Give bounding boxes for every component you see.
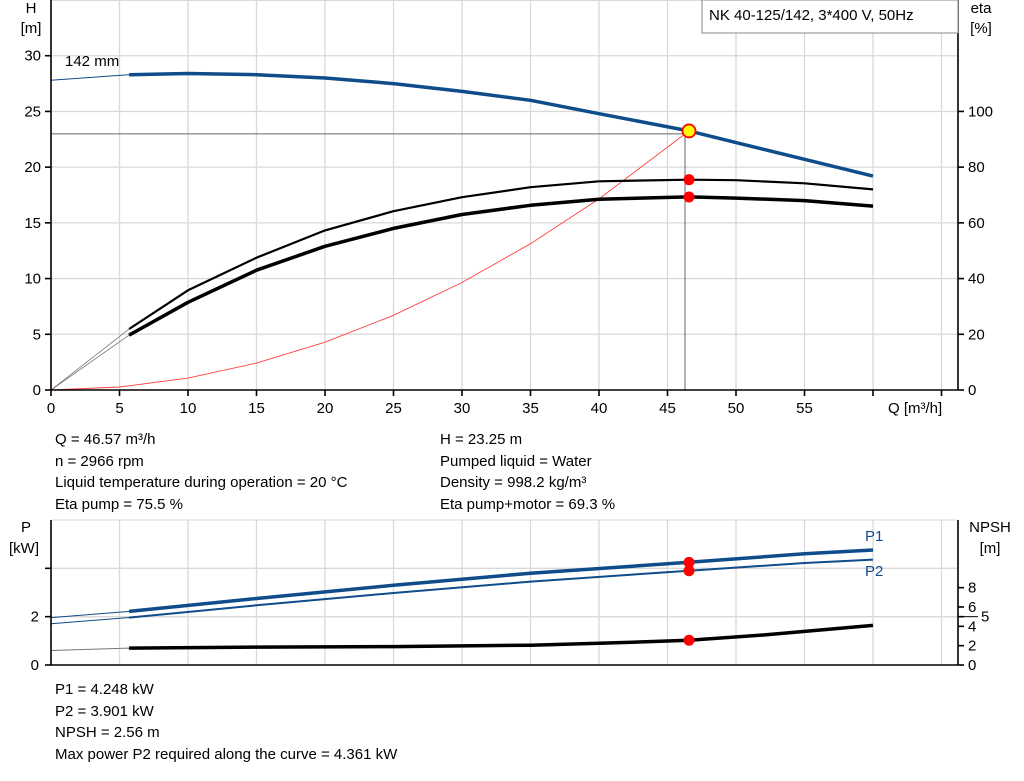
h-tick-label: 10 (24, 271, 41, 288)
eta-tick-label: 60 (968, 215, 985, 232)
p1-curve-extrapolated (50, 610, 130, 619)
npsh-tick-label: 5 (981, 609, 989, 626)
npsh-axis-unit: [m] (980, 540, 1001, 557)
npsh-tick-label: 2 (968, 638, 976, 655)
bottom-grid (51, 519, 958, 665)
p-tick-label: 0 (31, 657, 39, 674)
eta-tick-label: 100 (968, 103, 993, 120)
eta-pump-marker (683, 174, 695, 186)
h-tick-label: 15 (24, 215, 41, 232)
x-tick-label: 30 (454, 400, 471, 417)
npsh-marker (683, 634, 695, 646)
eta-tick-label: 80 (968, 159, 985, 176)
npsh-curve (129, 623, 874, 650)
h-tick-label: 25 (24, 103, 41, 120)
p2-value: P2 = 3.901 kW (55, 702, 154, 720)
npsh-tick-label: 0 (968, 657, 976, 674)
impeller-label: 142 mm (65, 53, 119, 70)
p2-curve (129, 558, 874, 619)
head-value: H = 23.25 m (440, 431, 523, 448)
x-tick-label: 35 (522, 400, 539, 417)
npsh-tick-label: 8 (968, 580, 976, 597)
npsh-tick-label: 4 (968, 618, 976, 635)
p2-marker (683, 565, 695, 577)
p1-marker (683, 556, 695, 568)
p-tick-label: 2 (31, 609, 39, 626)
speed-value: n = 2966 rpm (55, 452, 144, 470)
bottom-curves (50, 548, 874, 651)
h-axis-label: H (26, 0, 37, 17)
npsh-axis-label: NPSH (969, 519, 1011, 536)
npsh-value: NPSH = 2.56 m (55, 724, 160, 741)
eta-pump-curve (128, 178, 874, 330)
eta-pump-value: Eta pump = 75.5 % (55, 495, 183, 513)
x-tick-label: 55 (796, 400, 813, 417)
info-top-left: Q = 46.57 m³/h n = 2966 rpm Liquid tempe… (55, 429, 347, 515)
info-top-right: H = 23.25 m Pumped liquid = Water Densit… (440, 429, 615, 515)
h-tick-label: 0 (33, 382, 41, 399)
liquid-temperature-value: Liquid temperature during operation = 20… (55, 474, 348, 491)
npsh-curve-extrapolated (50, 647, 130, 651)
top-grid (51, 0, 958, 390)
title-box (701, 0, 959, 34)
x-tick-label: 10 (180, 400, 197, 417)
density-value: Density = 998.2 kg/m³ (440, 474, 587, 491)
head-curve (129, 71, 874, 178)
h-tick-label: 5 (33, 326, 41, 343)
x-tick-label: 40 (591, 400, 608, 417)
x-tick-label: 25 (385, 400, 402, 417)
q-axis-label: Q [m³/h] (888, 400, 942, 417)
x-tick-label: 0 (47, 400, 55, 417)
max-power-value: Max power P2 required along the curve = … (55, 745, 398, 763)
p-axis-label: P (21, 519, 31, 536)
eta-axis-label: eta (971, 0, 993, 17)
top-curves (50, 71, 874, 391)
p1-value: P1 = 4.248 kW (55, 681, 154, 698)
labels: NK 40-125/142, 3*400 V, 50Hz H [m] eta [… (9, 0, 1011, 580)
x-tick-label: 50 (728, 400, 745, 417)
eta-tick-label: 40 (968, 271, 985, 288)
eta-tick-label: 20 (968, 326, 985, 343)
x-tick-label: 20 (317, 400, 334, 417)
p-axis-unit: [kW] (9, 540, 39, 557)
flow-value: Q = 46.57 m³/h (55, 431, 156, 448)
eta-pump-motor-curve (128, 195, 874, 337)
x-tick-label: 15 (248, 400, 265, 417)
h-axis-unit: [m] (21, 20, 42, 37)
info-bottom: P1 = 4.248 kW P2 = 3.901 kW NPSH = 2.56 … (55, 679, 397, 765)
eta-pump-motor-value: Eta pump+motor = 69.3 % (440, 495, 616, 513)
p2-series-label: P2 (865, 563, 883, 580)
x-tick-label: 5 (115, 400, 123, 417)
eta-pump-motor-curve-extrapolated (50, 334, 130, 391)
p2-curve-extrapolated (50, 617, 130, 625)
head-curve-extrapolated (50, 74, 130, 81)
h-tick-label: 20 (24, 159, 41, 176)
npsh-tick-label: 6 (968, 599, 976, 616)
operating-point-markers (681, 123, 697, 646)
eta-pump-curve-extrapolated (50, 328, 130, 391)
duty-point-marker (681, 123, 697, 139)
p1-series-label: P1 (865, 528, 883, 545)
eta-tick-label: 0 (968, 382, 976, 399)
eta-pump-motor-marker (683, 191, 695, 203)
x-tick-label: 45 (659, 400, 676, 417)
eta-axis-unit: [%] (970, 20, 992, 37)
system-curve (50, 130, 690, 391)
axes: 0 5 10 15 20 25 30 35 40 45 50 55051015202530020406… (24, 0, 993, 674)
h-tick-label: 30 (24, 48, 41, 65)
pumped-liquid-value: Pumped liquid = Water (440, 452, 592, 470)
chart-title: NK 40-125/142, 3*400 V, 50Hz (709, 7, 914, 24)
p1-curve (128, 548, 874, 614)
